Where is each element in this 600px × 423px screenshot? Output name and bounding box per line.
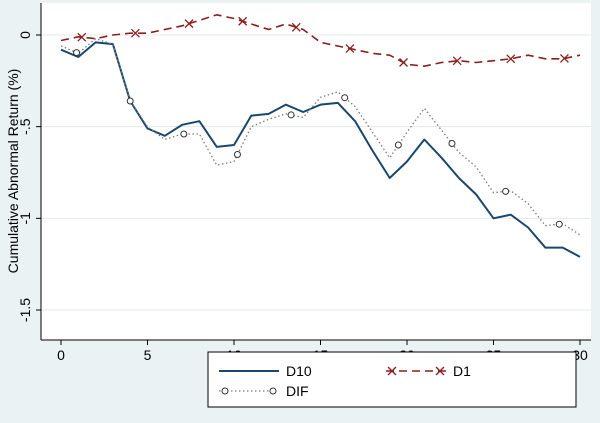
legend-label-dif: DIF: [286, 383, 309, 399]
legend-marker-d1-stroke: [387, 366, 397, 376]
legend-marker-d1: [435, 366, 445, 376]
series-line-dif: [60, 38, 581, 236]
legend-box: [207, 351, 577, 408]
y-tick-label: -.5: [17, 118, 33, 135]
data-point-d1-stroke: [184, 19, 194, 29]
data-point-d1-stroke: [506, 54, 516, 64]
x-tick-label: 0: [57, 347, 65, 363]
grid-lines: [41, 34, 591, 311]
data-point-dif: [73, 49, 81, 57]
data-point-dif: [394, 141, 402, 149]
data-point-d1: [130, 28, 140, 38]
data-point-d1-stroke: [130, 28, 140, 38]
data-point-d1: [291, 22, 301, 32]
data-point-dif: [126, 97, 134, 105]
data-point-dif: [180, 130, 188, 138]
data-point-d1: [345, 44, 355, 54]
data-point-d1: [399, 58, 408, 67]
data-point-dif: [502, 187, 510, 195]
legend-marker-dif: [221, 387, 229, 395]
legend-label-d10: D10: [286, 363, 312, 379]
plot-area: [41, 3, 591, 340]
series-line-d10: [60, 41, 581, 258]
series-layer: [60, 14, 581, 258]
legend: D10 D1 DIF: [207, 351, 577, 408]
data-point-dif: [555, 220, 563, 228]
data-point-dif: [341, 94, 349, 102]
data-point-d1-stroke: [77, 32, 87, 42]
data-point-d1: [184, 19, 194, 29]
legend-marker-d1-stroke: [435, 366, 445, 376]
legend-marker-dif: [269, 387, 277, 395]
y-tick-label: 0: [17, 31, 33, 39]
legend-marker-d1: [387, 366, 397, 376]
data-point-d1-stroke: [345, 44, 355, 54]
data-point-d1: [506, 54, 516, 64]
data-point-d1-stroke: [291, 22, 301, 32]
y-axis-label: Cumulative Abnormal Return (%): [5, 69, 21, 274]
data-point-d1: [238, 16, 248, 26]
data-point-dif: [233, 151, 241, 159]
x-tick-label: 5: [144, 347, 152, 363]
series-line-d1: [60, 14, 581, 67]
data-point-d1: [559, 54, 569, 63]
data-point-dif: [287, 111, 295, 119]
legend-label-d1: D1: [453, 363, 471, 379]
data-point-d1: [452, 56, 462, 66]
y-tick-label: -1: [17, 212, 33, 225]
data-point-dif: [448, 140, 456, 148]
data-point-d1-stroke: [399, 58, 408, 67]
data-point-d1-stroke: [238, 16, 248, 26]
data-point-d1: [77, 32, 87, 42]
y-tick-label: -1.5: [17, 298, 33, 322]
data-point-d1-stroke: [559, 54, 569, 63]
data-point-d1-stroke: [452, 56, 462, 66]
